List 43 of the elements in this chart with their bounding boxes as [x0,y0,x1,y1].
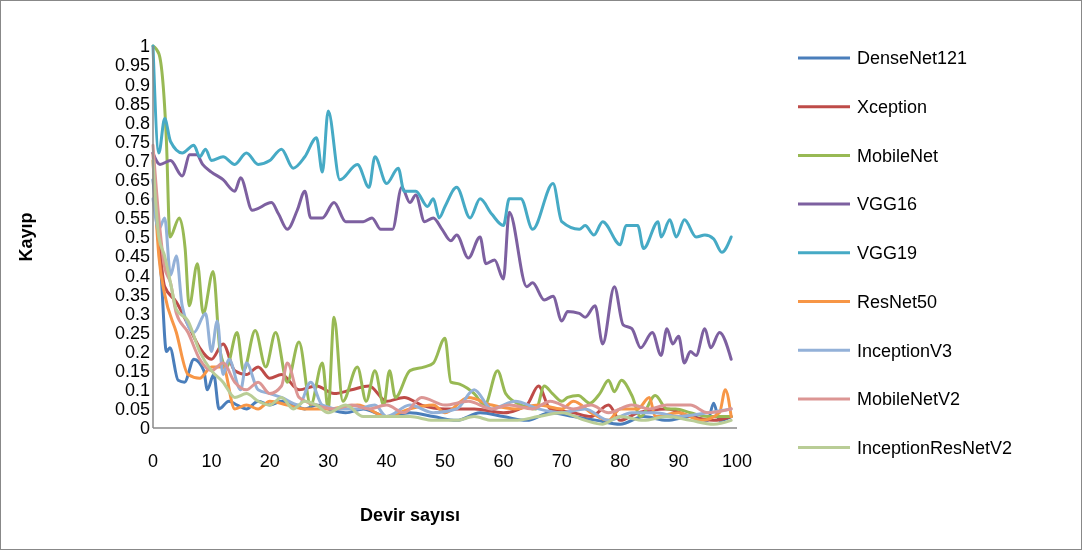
line-series [151,44,733,254]
y-tick-label: 0.9 [124,74,150,95]
y-axis-title: Kayıp [16,212,36,262]
y-tick-label: 0.5 [124,227,150,248]
y-tick-label: 0.95 [114,55,150,76]
x-tick-label: 60 [493,451,514,471]
legend-label: DenseNet121 [857,48,968,69]
x-tick-label: 90 [668,451,689,471]
y-tick-label: 0.4 [124,265,150,286]
y-tick-label: 0.2 [124,341,150,362]
y-tick-label: 0.75 [114,131,150,152]
x-tick-label: 40 [376,451,397,471]
y-tick-label: 0.35 [114,284,150,305]
x-tick-label: 30 [318,451,339,471]
y-tick-label: 0.85 [114,93,150,114]
y-tick-label: 0 [139,418,150,439]
y-tick-label: 0.25 [114,322,150,343]
y-tick-label: 0.7 [124,150,150,171]
y-tick-label: 0.3 [124,303,150,324]
legend-label: Xception [857,97,928,117]
x-tick-label: 20 [259,451,280,471]
legend-label: MobileNet [857,145,939,166]
y-tick-label: 0.8 [124,112,150,133]
y-tick-label: 1 [139,36,150,57]
x-tick-label: 100 [721,451,753,471]
legend-label: MobileNetV2 [857,389,961,410]
legend-label: VGG16 [857,194,918,215]
y-tick-label: 0.55 [114,208,150,229]
legend-label: VGG19 [857,243,918,264]
x-tick-label: 50 [434,451,456,471]
x-tick-label: 70 [551,451,572,471]
legend-label: ResNet50 [857,291,938,312]
y-tick-label: 0.15 [114,361,150,381]
x-tick-label: 10 [201,451,222,471]
x-axis-title: Devir sayısı [359,505,461,525]
legend-label: InceptionResNetV2 [857,437,1013,458]
legend-label: InceptionV3 [857,340,953,361]
x-tick-label: 80 [610,451,631,471]
y-tick-label: 0.65 [114,170,150,190]
y-tick-label: 0.1 [124,380,150,401]
y-tick-label: 0.6 [124,189,150,210]
y-tick-label: 0.05 [114,399,150,420]
y-tick-label: 0.45 [114,246,150,267]
